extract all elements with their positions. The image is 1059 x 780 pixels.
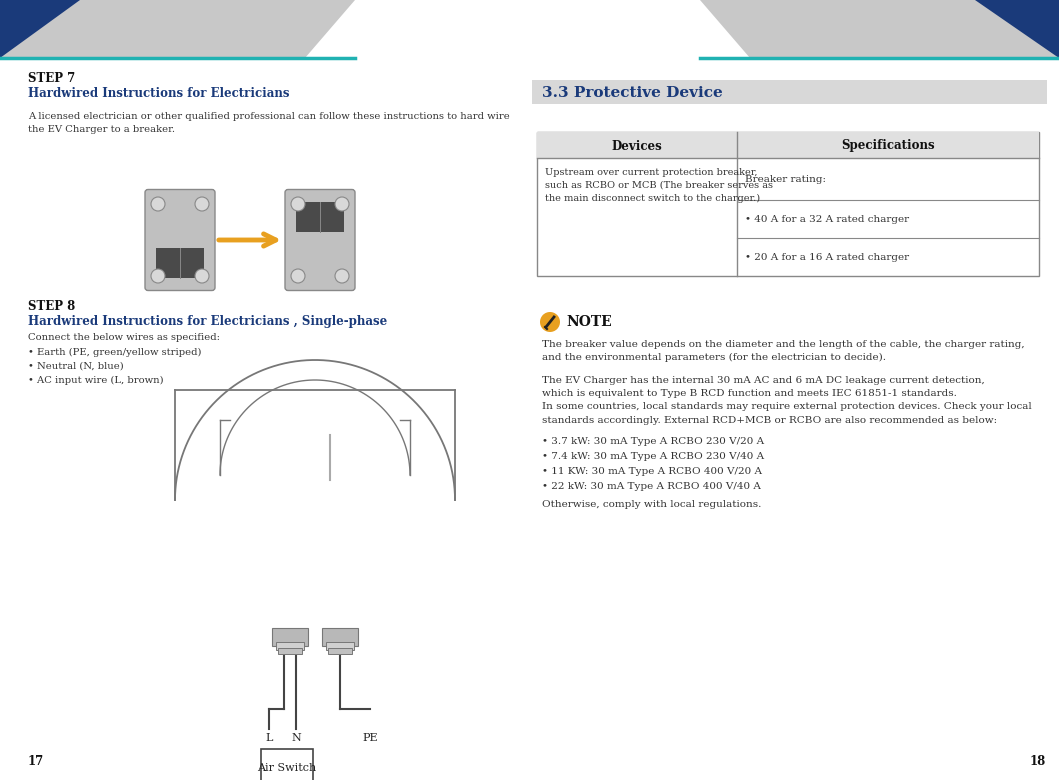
Circle shape	[540, 312, 560, 332]
Circle shape	[335, 197, 349, 211]
Bar	[532, 80, 1047, 104]
Text: OFF: OFF	[327, 208, 339, 214]
Circle shape	[335, 269, 349, 283]
Circle shape	[291, 197, 305, 211]
Bar	[326, 642, 354, 650]
Text: 40: 40	[328, 218, 338, 228]
Text: Breaker rating:: Breaker rating:	[744, 175, 826, 183]
Polygon shape	[0, 0, 355, 58]
Bar	[276, 642, 304, 650]
Circle shape	[151, 269, 165, 283]
Bar	[279, 648, 302, 654]
Bar	[297, 202, 344, 232]
Text: 40: 40	[306, 218, 316, 228]
Text: • Earth (PE, green/yellow striped): • Earth (PE, green/yellow striped)	[28, 348, 201, 357]
Text: • Neutral (N, blue): • Neutral (N, blue)	[28, 362, 124, 371]
Text: 3.3 Protective Device: 3.3 Protective Device	[542, 86, 722, 100]
Text: • AC input wire (L, brown): • AC input wire (L, brown)	[28, 376, 164, 385]
Text: 40: 40	[166, 253, 176, 261]
Text: The EV Charger has the internal 30 mA AC and 6 mA DC leakage current detection,
: The EV Charger has the internal 30 mA AC…	[542, 376, 1031, 424]
Text: L: L	[266, 733, 272, 743]
Polygon shape	[975, 0, 1059, 58]
Text: • 20 A for a 16 A rated charger: • 20 A for a 16 A rated charger	[744, 253, 909, 261]
Text: A licensed electrician or other qualified professional can follow these instruct: A licensed electrician or other qualifie…	[28, 112, 509, 134]
Text: Hardwired Instructions for Electricians: Hardwired Instructions for Electricians	[28, 87, 289, 100]
Text: 17: 17	[28, 755, 44, 768]
Circle shape	[195, 269, 209, 283]
Text: ON: ON	[187, 266, 198, 272]
Polygon shape	[700, 0, 1059, 58]
Text: Specifications: Specifications	[841, 140, 935, 153]
Text: • 22 kW: 30 mA Type A RCBO 400 V/40 A: • 22 kW: 30 mA Type A RCBO 400 V/40 A	[542, 482, 760, 491]
Bar	[156, 248, 204, 278]
Bar	[272, 628, 308, 646]
Text: Upstream over current protection breaker,
such as RCBO or MCB (The breaker serve: Upstream over current protection breaker…	[545, 168, 773, 203]
Text: • 11 KW: 30 mA Type A RCBO 400 V/20 A: • 11 KW: 30 mA Type A RCBO 400 V/20 A	[542, 467, 762, 476]
Text: N: N	[291, 733, 301, 743]
Circle shape	[151, 197, 165, 211]
FancyBboxPatch shape	[285, 190, 355, 290]
Text: Devices: Devices	[612, 140, 662, 153]
Text: NOTE: NOTE	[566, 315, 612, 329]
Bar	[537, 132, 1039, 276]
Text: • 7.4 kW: 30 mA Type A RCBO 230 V/40 A: • 7.4 kW: 30 mA Type A RCBO 230 V/40 A	[542, 452, 765, 461]
Text: Otherwise, comply with local regulations.: Otherwise, comply with local regulations…	[542, 500, 761, 509]
Text: STEP 7: STEP 7	[28, 72, 75, 85]
Text: Air Switch: Air Switch	[257, 763, 317, 773]
Bar	[537, 132, 1039, 158]
Bar	[261, 749, 313, 780]
Polygon shape	[0, 0, 80, 58]
Text: Connect the below wires as specified:: Connect the below wires as specified:	[28, 333, 220, 342]
Text: ON: ON	[165, 266, 176, 272]
Text: The breaker value depends on the diameter and the length of the cable, the charg: The breaker value depends on the diamete…	[542, 340, 1025, 363]
Text: 40: 40	[189, 253, 198, 261]
Text: • 40 A for a 32 A rated charger: • 40 A for a 32 A rated charger	[744, 215, 909, 224]
FancyBboxPatch shape	[145, 190, 215, 290]
Bar	[322, 628, 358, 646]
Circle shape	[291, 269, 305, 283]
Text: PE: PE	[362, 733, 378, 743]
Bar	[328, 648, 352, 654]
Text: OFF: OFF	[305, 208, 317, 214]
Text: 18: 18	[1030, 755, 1046, 768]
Text: • 3.7 kW: 30 mA Type A RCBO 230 V/20 A: • 3.7 kW: 30 mA Type A RCBO 230 V/20 A	[542, 437, 765, 446]
Circle shape	[195, 197, 209, 211]
Text: Hardwired Instructions for Electricians , Single-phase: Hardwired Instructions for Electricians …	[28, 315, 388, 328]
Text: STEP 8: STEP 8	[28, 300, 75, 313]
